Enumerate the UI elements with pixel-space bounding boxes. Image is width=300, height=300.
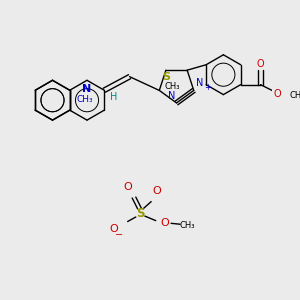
Text: CH₃: CH₃ (77, 95, 94, 104)
Text: O: O (123, 182, 132, 192)
Text: N: N (196, 78, 204, 88)
Text: −: − (116, 230, 124, 240)
Text: S: S (162, 72, 170, 82)
Text: S: S (136, 207, 145, 220)
Text: O: O (110, 224, 118, 234)
Text: CH₃: CH₃ (289, 91, 300, 100)
Text: CH₃: CH₃ (180, 220, 195, 230)
Text: O: O (257, 59, 264, 69)
Text: O: O (274, 89, 282, 99)
Text: CH₃: CH₃ (164, 82, 180, 91)
Text: +: + (204, 83, 211, 92)
Text: O: O (152, 186, 161, 196)
Text: N: N (168, 91, 176, 101)
Text: O: O (160, 218, 169, 228)
Text: H: H (110, 92, 117, 103)
Text: N: N (82, 84, 91, 94)
